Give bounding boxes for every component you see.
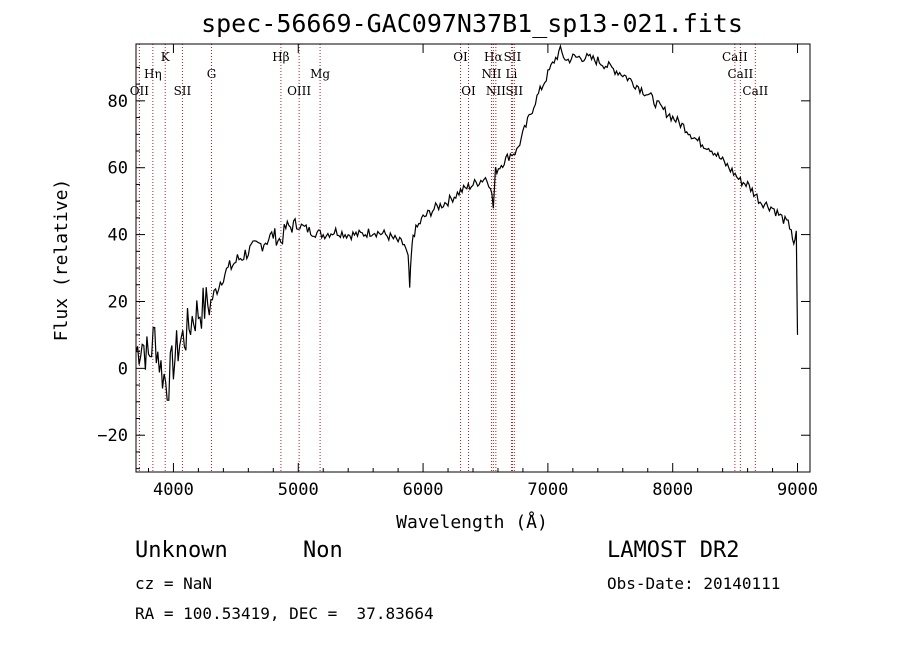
- redshift-cz: cz = NaN: [135, 574, 213, 593]
- y-tick-label: 20: [108, 292, 128, 312]
- y-axis-label: Flux (relative): [51, 179, 72, 342]
- obs-date: Obs-Date: 20140111: [607, 574, 781, 593]
- y-tick-label: 60: [108, 159, 128, 179]
- y-tick-label: 40: [108, 226, 128, 246]
- plot-frame: [135, 43, 811, 473]
- x-tick-label: 5000: [278, 480, 319, 500]
- spectral-line-label: OIII: [287, 84, 311, 98]
- spectral-line-label: CaII: [742, 84, 768, 98]
- spectral-line-label: Li: [506, 67, 518, 81]
- object-subclass: Non: [303, 538, 343, 563]
- spectral-line-label: CaII: [727, 67, 753, 81]
- spectral-line-label: CaII: [722, 50, 748, 64]
- spectral-line-label: SII: [505, 84, 523, 98]
- spectral-line-label: NII: [486, 84, 506, 98]
- y-tick-label: 80: [108, 92, 128, 112]
- spectral-line-label: Hα: [484, 50, 503, 64]
- spectral-line-label: OI: [461, 84, 476, 98]
- spectral-line-label: G: [207, 67, 217, 81]
- spectral-line-label: Hβ: [272, 50, 289, 64]
- y-tick-label: 0: [118, 359, 128, 379]
- x-tick-label: 8000: [652, 480, 693, 500]
- y-tick-label: −20: [97, 426, 128, 446]
- spectral-line-label: Hη: [144, 67, 162, 81]
- coordinates: RA = 100.53419, DEC = 37.83664: [135, 604, 434, 623]
- x-tick-label: 6000: [403, 480, 444, 500]
- spectral-line-label: K: [161, 50, 171, 64]
- spectral-line-markers: OIIHηKSIIGHβOIIIMgOIOIHαNIINIISIILiSIICa…: [130, 44, 768, 472]
- chart-title: spec-56669-GAC097N37B1_sp13-021.fits: [201, 9, 743, 38]
- spectral-line-label: Mg: [310, 67, 330, 81]
- x-tick-label: 7000: [527, 480, 568, 500]
- spectral-line-label: OII: [130, 84, 150, 98]
- spectral-line-label: SII: [504, 50, 522, 64]
- spectrum-series: [135, 43, 799, 401]
- x-tick-label: 4000: [153, 480, 194, 500]
- object-class: Unknown: [135, 538, 228, 563]
- axis-ticks: 4000 5000 6000 7000 8000 9000 −20 0 20 40 60 80: [97, 44, 818, 500]
- survey-name: LAMOST DR2: [607, 538, 740, 563]
- spectral-line-label: OI: [453, 50, 468, 64]
- spectral-line-label: SII: [174, 84, 192, 98]
- spectral-line-label: NII: [481, 67, 501, 81]
- x-tick-label: 9000: [777, 480, 818, 500]
- x-axis-label: Wavelength (Å): [396, 511, 548, 533]
